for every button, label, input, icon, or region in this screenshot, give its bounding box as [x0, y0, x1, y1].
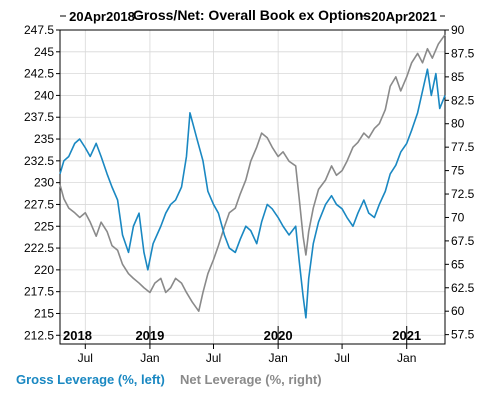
start-date-label: 20Apr2018 — [69, 9, 135, 24]
left-tick-label: 237.5 — [24, 110, 54, 124]
right-tick-label: 80 — [451, 117, 465, 131]
right-tick-label: 75 — [451, 164, 465, 178]
right-tick-label: 90 — [451, 23, 465, 37]
x-tick-label: Jul — [206, 351, 221, 365]
year-label: 2020 — [264, 328, 293, 343]
year-label: 2018 — [63, 328, 92, 343]
left-tick-label: 215 — [34, 306, 54, 320]
year-label: 2019 — [135, 328, 164, 343]
right-tick-label: 65 — [451, 257, 465, 271]
year-label: 2021 — [392, 328, 421, 343]
end-date-bg — [368, 8, 440, 24]
right-axis: 57.5 60 62.5 65 67.5 70 72.5 75 77.5 80 82.5 85 87.5… — [445, 23, 475, 342]
left-tick-label: 247.5 — [24, 23, 54, 37]
gross-leverage-line — [59, 68, 446, 319]
left-tick-label: 222.5 — [24, 241, 54, 255]
net-leverage-line — [59, 34, 446, 312]
x-tick-label: Jul — [334, 351, 349, 365]
x-tick-label: Jan — [397, 351, 416, 365]
right-tick-label: 85 — [451, 70, 465, 84]
x-axis: Jul Jan Jul Jan Jul Jan — [78, 344, 416, 365]
left-tick-label: 232.5 — [24, 154, 54, 168]
right-tick-label: 72.5 — [451, 187, 475, 201]
legend-gross-leverage: Gross Leverage (%, left) — [16, 372, 165, 387]
x-tick-label: Jan — [268, 351, 287, 365]
series-layer — [59, 34, 446, 319]
left-tick-label: 212.5 — [24, 328, 54, 342]
x-tick-label: Jul — [78, 351, 93, 365]
left-tick-label: 227.5 — [24, 197, 54, 211]
year-labels: 2018 2019 2020 2021 — [63, 328, 421, 343]
x-tick-label: Jan — [140, 351, 159, 365]
end-date-label: 20Apr2021 — [371, 9, 437, 24]
right-tick-label: 62.5 — [451, 281, 475, 295]
right-tick-label: 87.5 — [451, 46, 475, 60]
chart-title: Gross/Net: Overall Book ex Options — [133, 7, 371, 23]
gridlines — [60, 29, 445, 344]
right-tick-label: 82.5 — [451, 93, 475, 107]
left-tick-label: 217.5 — [24, 285, 54, 299]
left-tick-label: 220 — [34, 263, 54, 277]
legend-net-leverage: Net Leverage (%, right) — [180, 372, 322, 387]
left-tick-label: 235 — [34, 132, 54, 146]
left-tick-label: 230 — [34, 176, 54, 190]
right-tick-label: 67.5 — [451, 234, 475, 248]
right-tick-label: 77.5 — [451, 140, 475, 154]
start-date-bg — [66, 8, 137, 24]
right-tick-label: 57.5 — [451, 328, 475, 342]
year-dividers — [149, 326, 408, 344]
left-tick-label: 240 — [34, 88, 54, 102]
right-tick-label: 70 — [451, 210, 465, 224]
left-axis: 212.5 215 217.5 220 222.5 225 227.5 230 232.5 235… — [24, 23, 60, 342]
left-tick-label: 245 — [34, 45, 54, 59]
left-tick-label: 225 — [34, 219, 54, 233]
right-tick-label: 60 — [451, 304, 465, 318]
left-tick-label: 242.5 — [24, 67, 54, 81]
